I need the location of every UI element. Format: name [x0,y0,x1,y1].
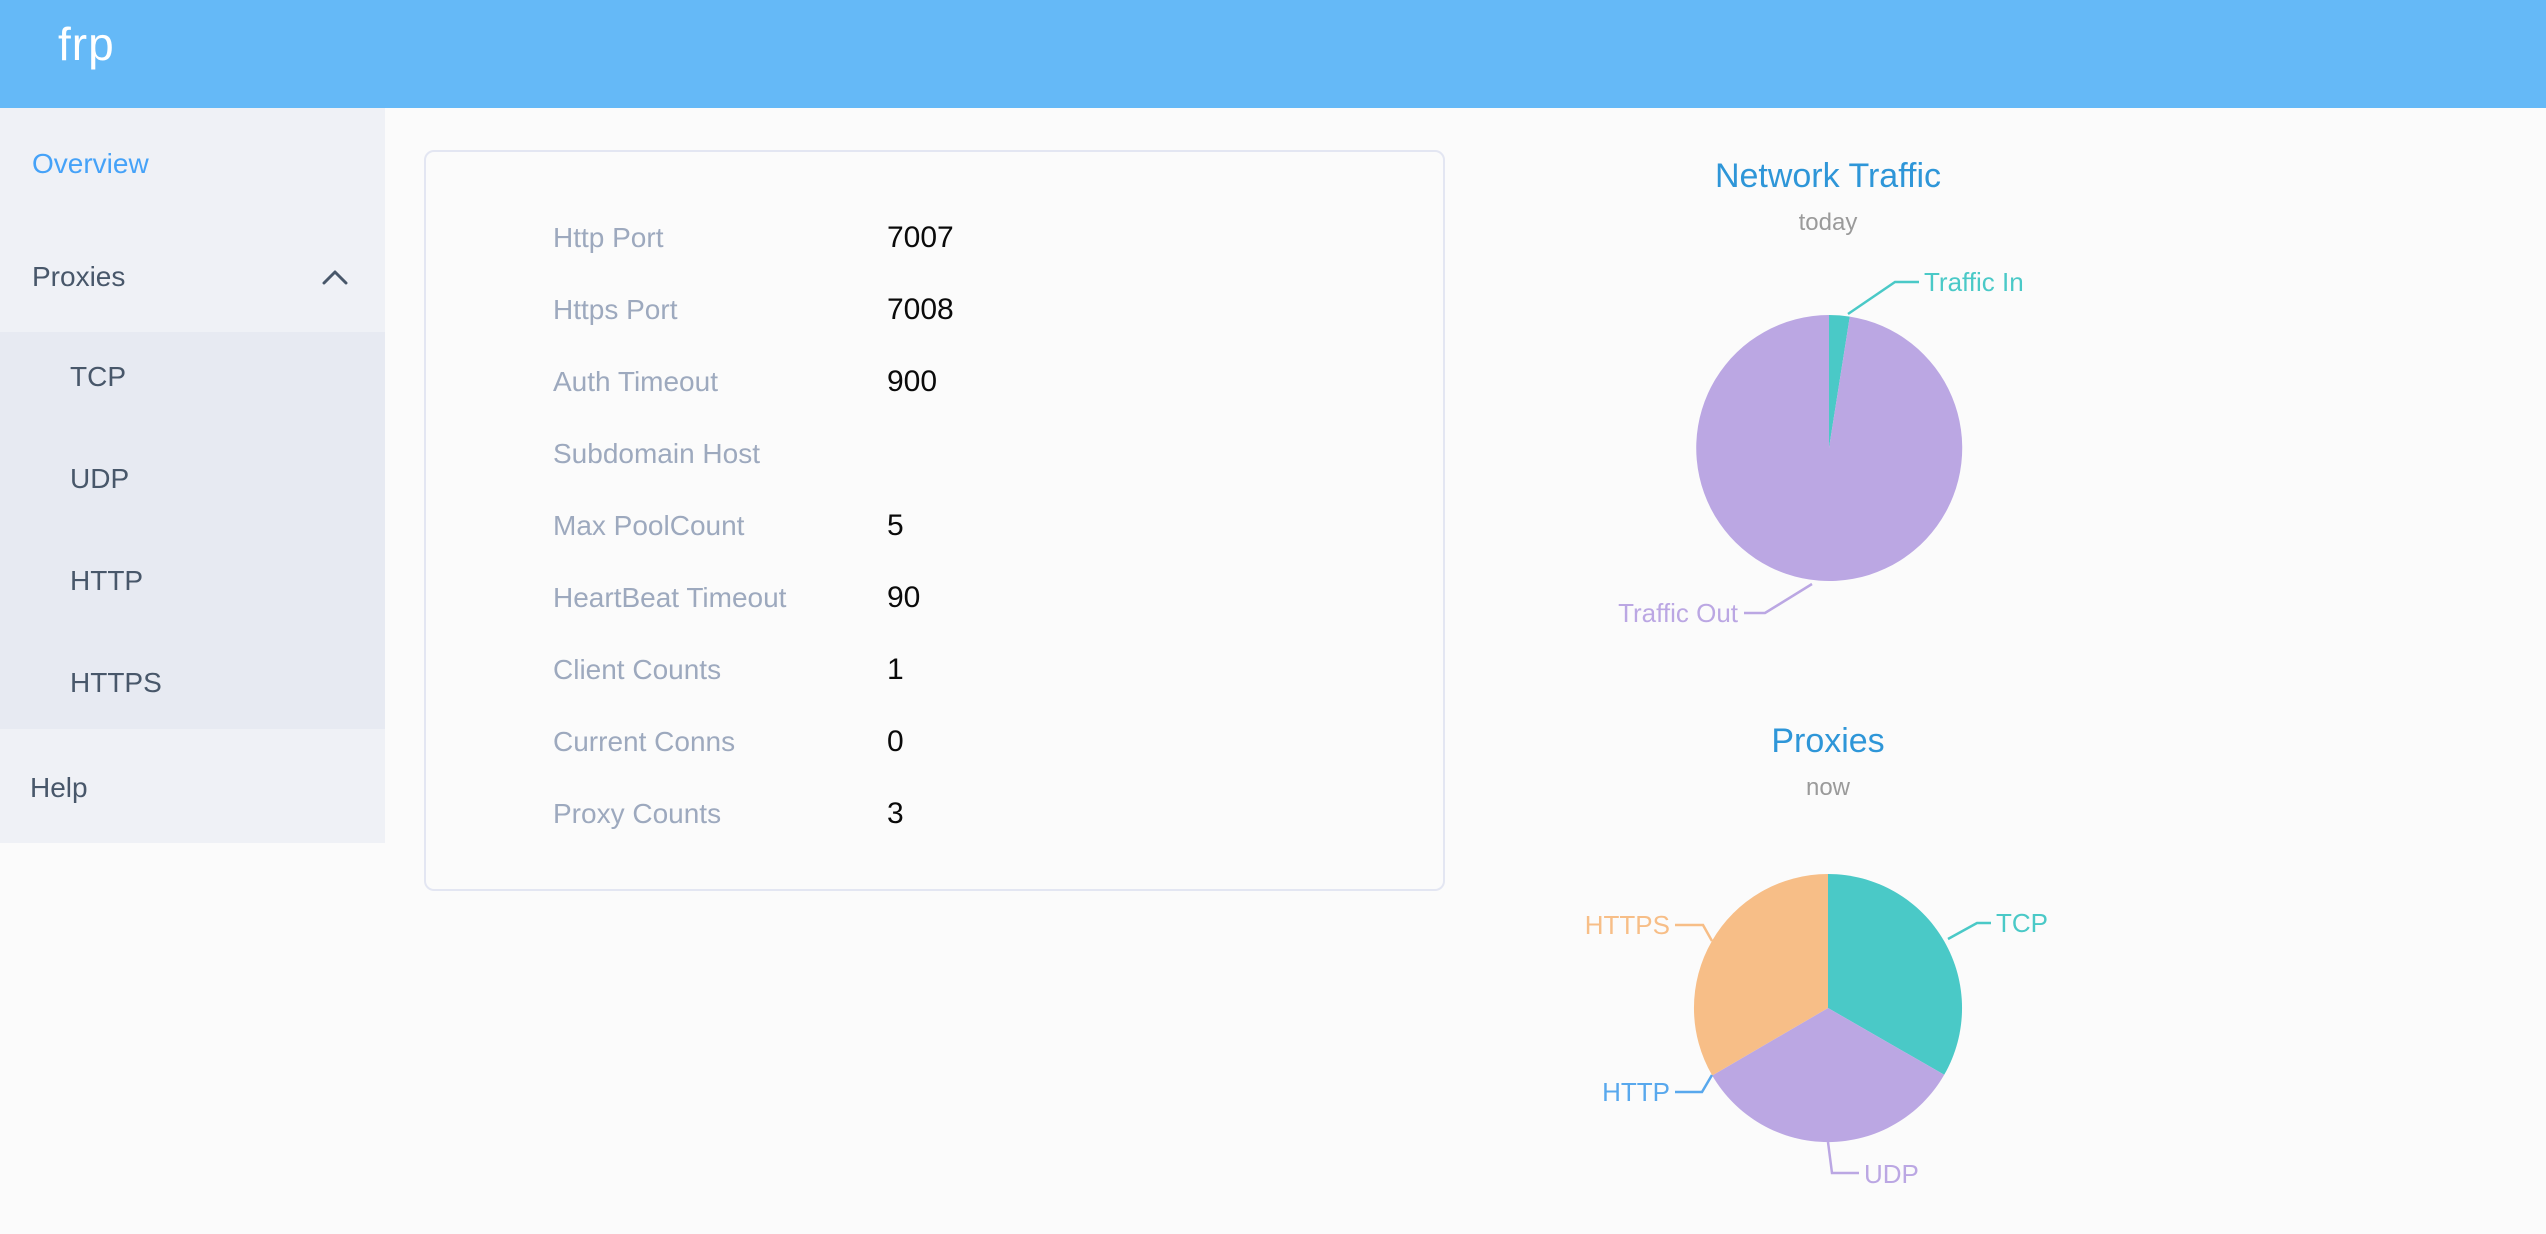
config-row: Subdomain Host [426,418,1443,490]
sidebar-item-label: TCP [70,361,126,392]
config-row: Current Conns 0 [426,706,1443,778]
config-row: HeartBeat Timeout 90 [426,562,1443,634]
config-row-value: 900 [887,365,938,398]
config-row: Http Port 7007 [426,202,1443,274]
sidebar-item-tcp[interactable]: TCP [0,357,385,397]
network-traffic-chart: Network Traffic today Traffic In Traffic … [1548,150,2108,650]
config-row-label: Auth Timeout [553,366,718,397]
pie-label-line [1675,1074,1714,1094]
config-row: Max PoolCount 5 [426,490,1443,562]
pie-label: TCP [1996,908,2048,938]
config-row-value: 0 [887,725,904,758]
sidebar-item-label: HTTP [70,565,144,596]
proxies-submenu-background [0,332,385,729]
pie-label-line [1847,280,1919,316]
pie-slice-tcp [1828,874,1963,1075]
chevron-up-icon [322,270,348,285]
config-row-value: 5 [887,509,904,542]
config-rows: Http Port 7007 Https Port 7008 Auth Timeout 9… [426,202,1443,850]
pie-label: Traffic In [1924,267,2024,297]
pie-label-line [1826,1141,1859,1175]
sidebar-item-proxies[interactable]: Proxies [0,257,385,297]
config-row-label: Client Counts [553,654,722,685]
pie-label: HTTPS [1585,910,1670,940]
config-row-label: Proxy Counts [553,798,722,829]
config-row-value: 7007 [887,221,954,254]
config-row-label: Https Port [553,294,678,325]
server-config-card: Http Port 7007 Https Port 7008 Auth Timeout 9… [424,150,1445,891]
sidebar-item-http[interactable]: HTTP [0,561,385,601]
proxies-chart: Proxies now TCP UDP HTTP HTTPS [1548,715,2108,1234]
chart-subtitle: today [1798,209,1858,236]
proxies-pie: TCP UDP HTTP HTTPS [1585,874,2048,1189]
config-row-label: Current Conns [553,726,736,757]
sidebar-item-overview[interactable]: Overview [0,144,385,184]
chart-title: Proxies [1771,722,1885,760]
app-logo: frp [58,18,115,70]
pie-label: Traffic Out [1618,598,1739,628]
config-row-label: Subdomain Host [553,438,761,469]
sidebar-item-label: Help [30,772,88,803]
pie-label: HTTP [1602,1077,1670,1107]
pie-slice-https [1693,874,1828,1076]
sidebar-item-https[interactable]: HTTPS [0,663,385,703]
pie-slice-udp [1712,1008,1945,1143]
sidebar-item-label: UDP [70,463,130,494]
config-row-value: 3 [887,797,904,830]
config-row: Https Port 7008 [426,274,1443,346]
pie-label-line [1744,582,1813,615]
config-row-label: Http Port [553,222,664,253]
app-header: frp [0,0,2546,108]
config-row-value: 90 [887,581,921,614]
config-row-value: 1 [887,653,904,686]
pie-label: UDP [1864,1159,1919,1189]
config-row-value: 7008 [887,293,954,326]
config-row: Auth Timeout 900 [426,346,1443,418]
pie-label-line [1947,921,1991,941]
pie-slice-traffic-out [1696,315,1963,581]
sidebar: Overview Proxies TCP UDP HTTP HTTPS Help [0,108,385,843]
sidebar-item-label: HTTPS [70,667,162,698]
config-row-label: Max PoolCount [553,510,745,541]
network-traffic-pie: Traffic In Traffic Out [1618,267,2024,628]
config-row: Client Counts 1 [426,634,1443,706]
sidebar-item-label: Overview [32,148,149,179]
sidebar-item-udp[interactable]: UDP [0,459,385,499]
sidebar-item-label: Proxies [32,261,126,292]
config-row-label: HeartBeat Timeout [553,582,787,613]
pie-label-line [1675,923,1714,942]
config-row: Proxy Counts 3 [426,778,1443,850]
pie-slice-traffic-in [1829,314,1850,448]
chart-title: Network Traffic [1714,157,1942,195]
sidebar-item-help[interactable]: Help [0,768,385,808]
chart-subtitle: now [1805,774,1851,801]
